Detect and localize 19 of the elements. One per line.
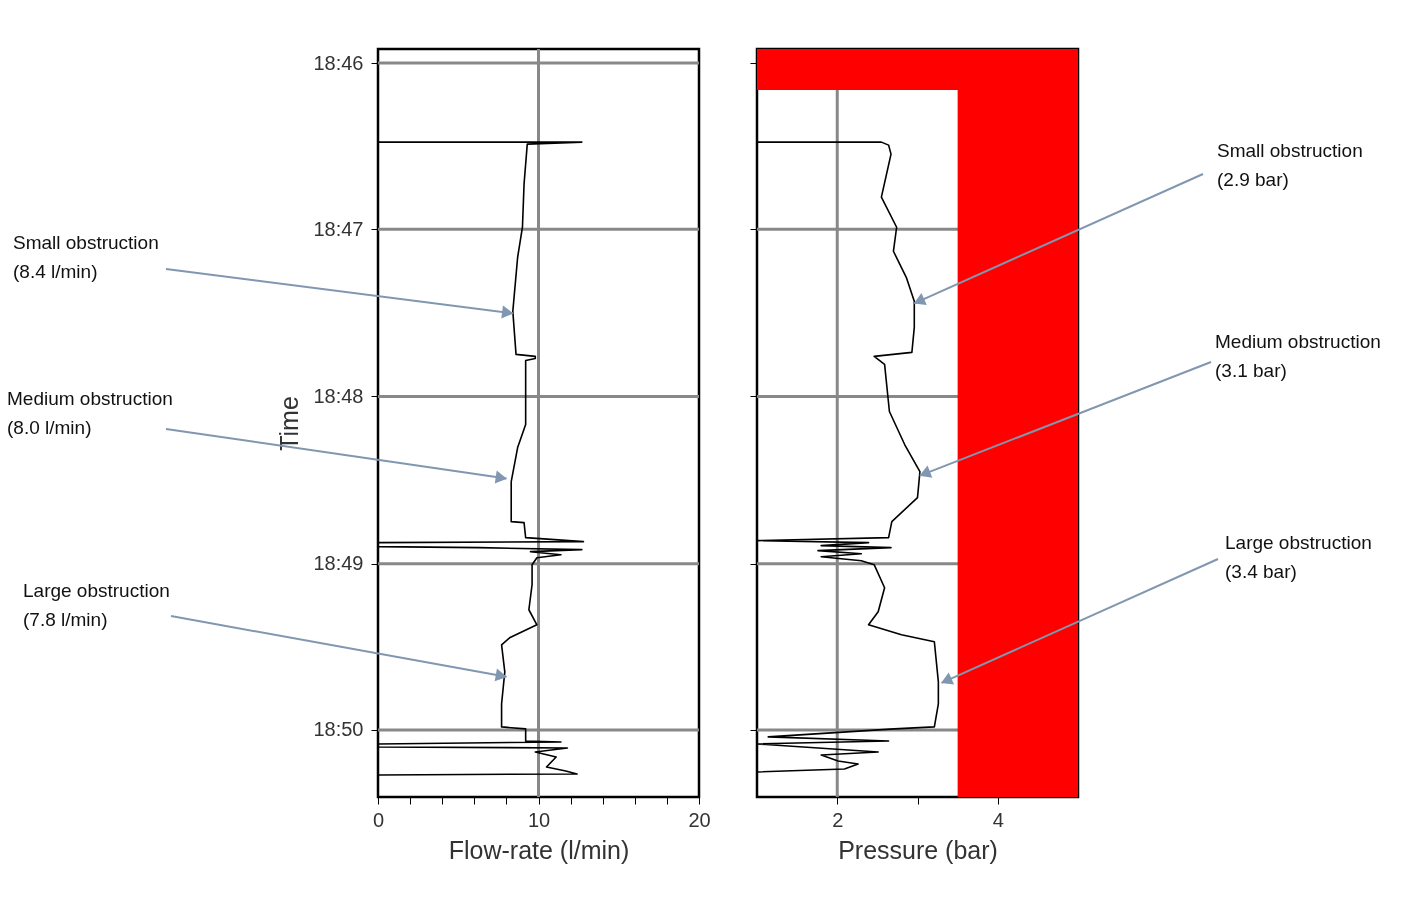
annotation: Medium obstruction (8.0 l/min) xyxy=(7,388,173,438)
y-tick-label: 18:47 xyxy=(313,217,364,240)
y-axis-title: Time xyxy=(275,396,304,451)
y-tick-label: 18:48 xyxy=(313,384,364,407)
annotation: Small obstruction (2.9 bar) xyxy=(1217,140,1363,190)
x-axis-title: Flow-rate (l/min) xyxy=(448,835,630,864)
x-axis-title: Pressure (bar) xyxy=(838,835,998,864)
x-tick-label: 2 xyxy=(832,808,844,831)
x-tick-label: 10 xyxy=(527,808,551,831)
annotation: Large obstruction (3.4 bar) xyxy=(1225,532,1372,582)
y-tick-label: 18:50 xyxy=(313,718,364,741)
annotation: Large obstruction (7.8 l/min) xyxy=(23,580,170,630)
x-tick-label: 20 xyxy=(688,808,711,831)
x-tick-label: 4 xyxy=(992,808,1004,831)
y-tick-label: 18:49 xyxy=(313,552,364,575)
y-tick-label: 18:46 xyxy=(313,51,364,74)
annotation: Small obstruction (8.4 l/min) xyxy=(13,232,159,282)
x-tick-label: 0 xyxy=(372,808,385,831)
annotation: Medium obstruction (3.1 bar) xyxy=(1215,331,1381,381)
